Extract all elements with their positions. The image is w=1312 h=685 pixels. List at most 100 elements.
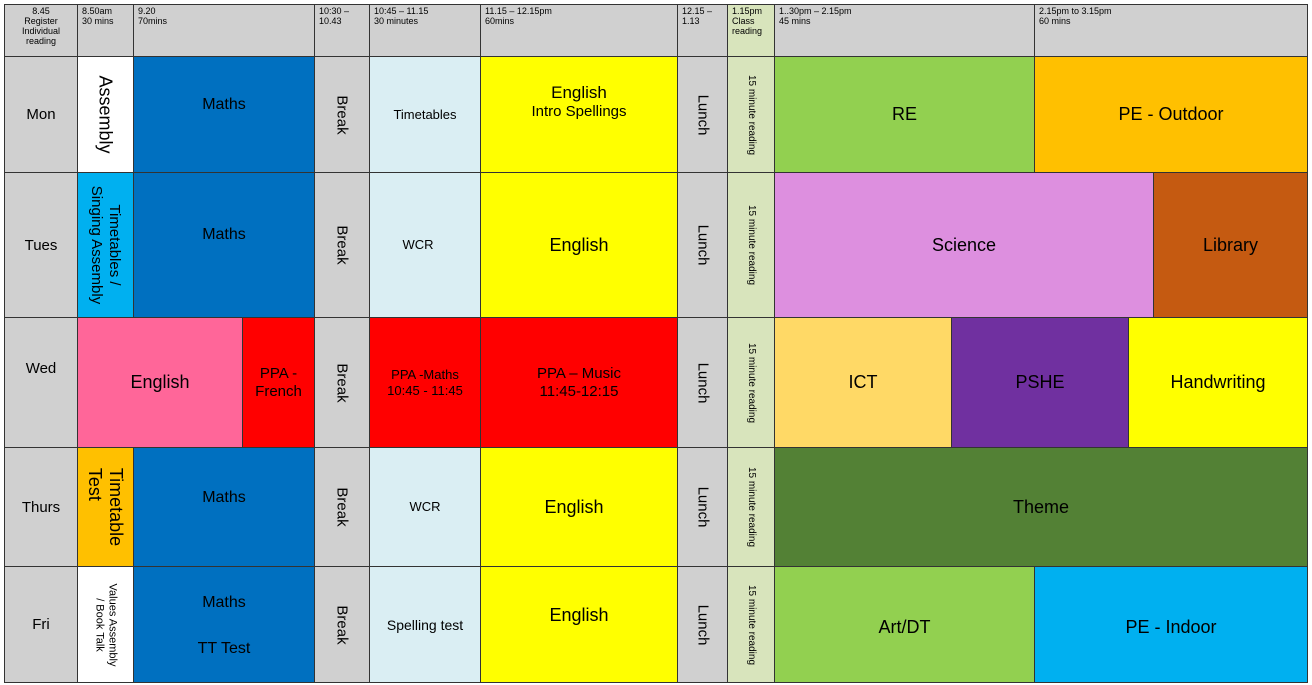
mon-pe-label: PE - Outdoor bbox=[1118, 104, 1224, 124]
thu-wcr-label: WCR bbox=[409, 499, 441, 514]
header-slot-1: 8.50am 30 mins bbox=[77, 4, 134, 57]
mon-re: RE bbox=[774, 56, 1035, 173]
header-slot-1-duration: 30 mins bbox=[82, 16, 114, 26]
wed-ppa-french: PPA - French bbox=[242, 317, 315, 448]
thu-theme-label: Theme bbox=[1012, 496, 1070, 517]
tue-wcr: WCR bbox=[369, 172, 481, 318]
wed-handwriting-label: Handwriting bbox=[1170, 372, 1266, 392]
header-slot-4: 10:45 – 11.15 30 minutes bbox=[369, 4, 481, 57]
wed-ict: ICT bbox=[774, 317, 952, 448]
timetable-grid: 8.45 Register Individual reading 8.50am … bbox=[4, 4, 1308, 683]
tue-science-label: Science bbox=[931, 234, 997, 255]
day-label-tue: Tues bbox=[4, 172, 78, 318]
wed-ppa-maths: PPA -Maths 10:45 - 11:45 bbox=[369, 317, 481, 448]
wed-break: Break bbox=[314, 317, 370, 448]
tue-reading: 15 minute reading bbox=[727, 172, 775, 318]
header-register-line4: reading bbox=[25, 36, 57, 46]
wed-ppa-music: PPA – Music 11:45-12:15 bbox=[480, 317, 678, 448]
header-slot-1-time: 8.50am bbox=[82, 6, 113, 16]
fri-english-label: English bbox=[549, 605, 609, 625]
mon-assembly: Assembly bbox=[77, 56, 134, 173]
thu-wcr: WCR bbox=[369, 447, 481, 567]
wed-ppa-french-line1: PPA - bbox=[259, 364, 298, 382]
thu-english-label: English bbox=[544, 496, 604, 517]
wed-lunch: Lunch bbox=[677, 317, 728, 448]
wed-pshe-label: PSHE bbox=[1015, 372, 1065, 392]
wed-ppa-maths-line1: PPA -Maths bbox=[391, 366, 459, 382]
header-slot-2-time: 9.20 bbox=[138, 6, 156, 16]
fri-values-assembly: Values Assembly / Book Talk bbox=[77, 566, 134, 683]
fri-break-label: Break bbox=[334, 604, 351, 645]
thu-reading: 15 minute reading bbox=[727, 447, 775, 567]
header-slot-5-time: 11.15 – 12.15pm bbox=[485, 6, 552, 16]
thu-english: English bbox=[480, 447, 678, 567]
wed-reading-label: 15 minute reading bbox=[746, 342, 757, 423]
header-register-line3: Individual bbox=[21, 26, 61, 36]
mon-timetables: Timetables bbox=[369, 56, 481, 173]
wed-pshe: PSHE bbox=[951, 317, 1129, 448]
header-slot-7: 1.15pm Class reading bbox=[727, 4, 775, 57]
header-slot-7-time: 1.15pm bbox=[732, 6, 763, 16]
thu-lunch: Lunch bbox=[677, 447, 728, 567]
header-slot-6: 12.15 – 1.13 bbox=[677, 4, 728, 57]
thu-maths-label: Maths bbox=[202, 489, 246, 506]
header-slot-7-line3: reading bbox=[732, 26, 763, 36]
thu-timetable-test-label: Timetable Test bbox=[85, 468, 127, 546]
tue-library: Library bbox=[1153, 172, 1308, 318]
tue-maths: Maths bbox=[133, 172, 315, 318]
mon-re-label: RE bbox=[891, 104, 917, 124]
tue-break-label: Break bbox=[334, 225, 351, 265]
header-slot-6-end: 1.13 bbox=[682, 16, 700, 26]
thu-tt-line2: Test bbox=[85, 467, 106, 501]
header-slot-2: 9.20 70mins bbox=[133, 4, 315, 57]
tue-singing-line1: Timetables / bbox=[106, 204, 124, 286]
tue-lunch-label: Lunch bbox=[694, 224, 712, 266]
wed-ppa-french-line2: French bbox=[255, 382, 302, 400]
header-slot-3-time: 10:30 – bbox=[319, 6, 350, 16]
tue-library-label: Library bbox=[1202, 234, 1259, 255]
header-slot-4-duration: 30 minutes bbox=[374, 16, 419, 26]
fri-spelling-test: Spelling test bbox=[369, 566, 481, 683]
fri-break: Break bbox=[314, 566, 370, 683]
header-slot-8: 1..30pm – 2.15pm 45 mins bbox=[774, 4, 1035, 57]
header-slot-5: 11.15 – 12.15pm 60mins bbox=[480, 4, 678, 57]
fri-values-assembly-label: Values Assembly / Book Talk bbox=[93, 583, 119, 666]
header-slot-9-duration: 60 mins bbox=[1039, 16, 1071, 26]
mon-maths: Maths bbox=[133, 56, 315, 173]
mon-timetables-label: Timetables bbox=[393, 106, 457, 122]
fri-reading: 15 minute reading bbox=[727, 566, 775, 683]
fri-pe-label: PE - Indoor bbox=[1125, 617, 1217, 637]
day-label-fri: Fri bbox=[4, 566, 78, 683]
header-register: 8.45 Register Individual reading bbox=[4, 4, 78, 57]
fri-english: English bbox=[480, 566, 678, 683]
thu-theme: Theme bbox=[774, 447, 1308, 567]
header-slot-9: 2.15pm to 3.15pm 60 mins bbox=[1034, 4, 1308, 57]
tue-lunch: Lunch bbox=[677, 172, 728, 318]
mon-pe: PE - Outdoor bbox=[1034, 56, 1308, 173]
thu-break: Break bbox=[314, 447, 370, 567]
header-slot-8-duration: 45 mins bbox=[779, 16, 811, 26]
thu-reading-label: 15 minute reading bbox=[746, 466, 757, 548]
wed-ppa-music-line1: PPA – Music bbox=[537, 364, 621, 382]
wed-ict-label: ICT bbox=[848, 372, 878, 392]
thu-timetable-test: Timetable Test bbox=[77, 447, 134, 567]
tue-wcr-label: WCR bbox=[402, 237, 434, 252]
wed-ppa-maths-line2: 10:45 - 11:45 bbox=[387, 382, 463, 398]
mon-break: Break bbox=[314, 56, 370, 173]
wed-break-label: Break bbox=[334, 362, 351, 403]
mon-english: English Intro Spellings bbox=[480, 56, 678, 173]
header-slot-6-time: 12.15 – bbox=[682, 6, 713, 16]
wed-reading: 15 minute reading bbox=[727, 317, 775, 448]
mon-english-label: English bbox=[551, 83, 607, 102]
tue-singing-assembly: Timetables / Singing Assembly bbox=[77, 172, 134, 318]
wed-english-label: English bbox=[130, 372, 190, 392]
header-slot-3: 10:30 – 10.43 bbox=[314, 4, 370, 57]
header-slot-2-duration: 70mins bbox=[138, 16, 168, 26]
fri-values-line2: / Book Talk bbox=[93, 597, 106, 652]
day-label-wed-text: Wed bbox=[25, 360, 57, 377]
header-slot-3-end: 10.43 bbox=[319, 16, 342, 26]
wed-lunch-label: Lunch bbox=[694, 362, 712, 403]
mon-reading-label: 15 minute reading bbox=[746, 74, 757, 155]
tue-science: Science bbox=[774, 172, 1154, 318]
day-label-thu: Thurs bbox=[4, 447, 78, 567]
